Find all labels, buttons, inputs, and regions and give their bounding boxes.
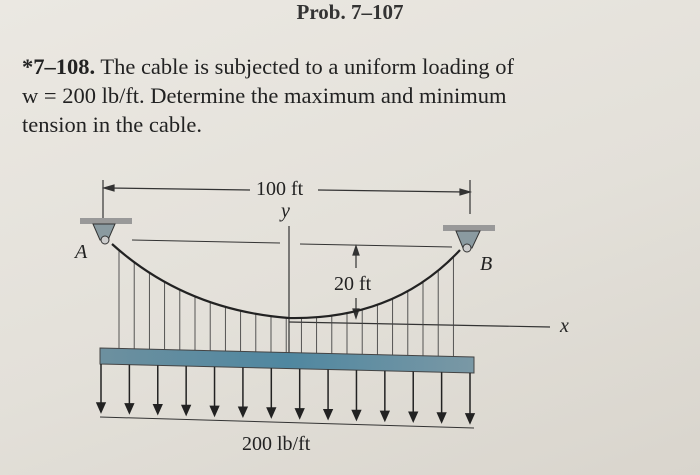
previous-problem-caption: Prob. 7–107 — [296, 0, 404, 24]
problem-line-1: The cable is subjected to a uniform load… — [100, 54, 514, 79]
arrowhead-icon — [237, 406, 249, 419]
arrowhead-icon — [464, 413, 476, 425]
span-dimension-line-right — [317, 189, 466, 193]
arrowhead-icon — [436, 412, 447, 424]
y-axis-label: y — [279, 200, 290, 222]
arrowhead-icon — [180, 404, 192, 417]
arrowhead-icon — [124, 403, 135, 415]
problem-statement: *7–108. The cable is subjected to a unif… — [22, 52, 692, 139]
arrowhead-icon — [95, 402, 107, 414]
load-baseline — [99, 416, 475, 429]
support-a-label: A — [73, 241, 88, 263]
arrowhead-icon — [352, 244, 360, 256]
arrowhead-icon — [379, 410, 391, 423]
problem-line-2: w = 200 lb/ft. Determine the maximum and… — [22, 83, 507, 108]
arrowhead-icon — [351, 409, 362, 422]
arrowhead-icon — [408, 411, 419, 424]
arrowhead-icon — [209, 405, 220, 418]
support-b — [443, 225, 495, 253]
support-b-label: B — [480, 253, 492, 275]
span-dimension-line-left — [107, 187, 251, 191]
x-axis-line — [288, 321, 551, 328]
sag-label: 20 ft — [334, 273, 372, 295]
x-axis-label: x — [559, 315, 569, 337]
arrowhead-icon — [294, 408, 305, 420]
load-label: 200 lb/ft — [242, 433, 311, 455]
cable — [111, 243, 461, 320]
arrowhead-icon — [459, 188, 473, 196]
problem-line-3: tension in the cable. — [22, 112, 202, 137]
beam — [99, 347, 475, 374]
arrowhead-icon — [322, 408, 334, 421]
arrowhead-icon — [266, 407, 277, 419]
support-a — [80, 218, 132, 245]
problem-number: *7–108. — [22, 54, 96, 79]
arrowhead-icon — [152, 403, 163, 416]
arrowhead-icon — [101, 184, 115, 192]
span-label: 100 ft — [256, 178, 304, 200]
